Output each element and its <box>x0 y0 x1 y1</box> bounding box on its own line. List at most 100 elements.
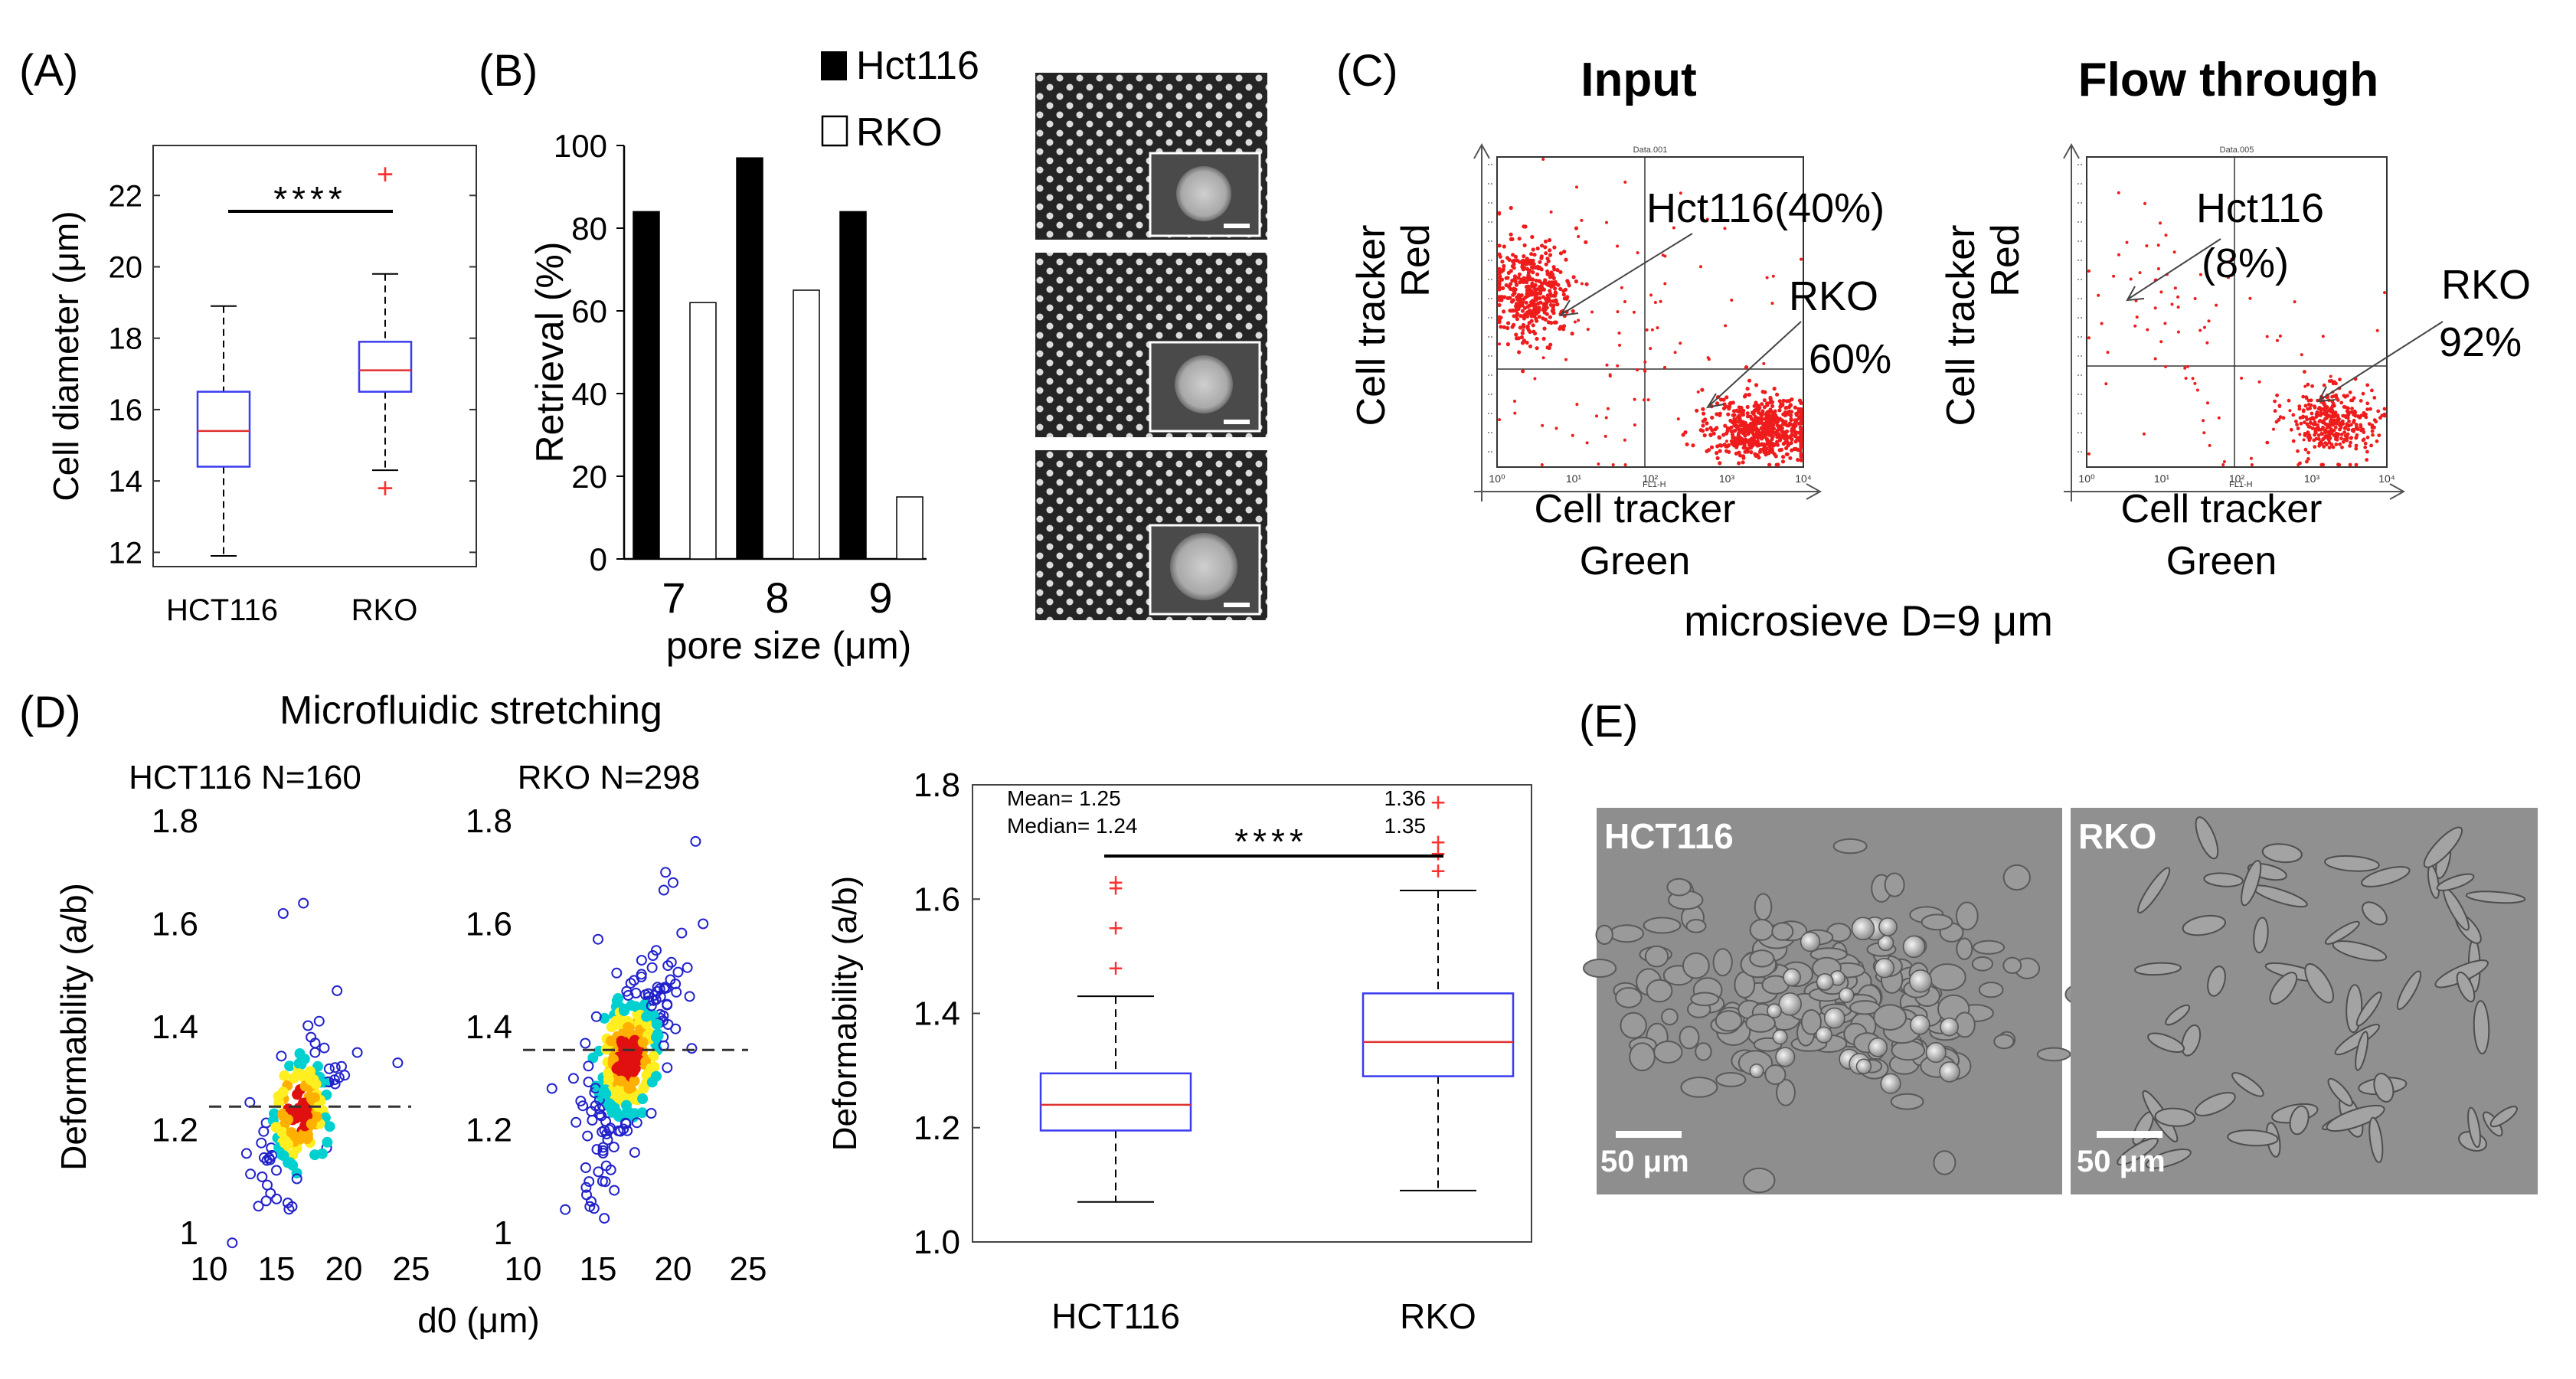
flow-event-dot <box>1529 319 1534 323</box>
flow-plot-flow-through: Flow through Data.005 10⁰ 10¹ 10² 10³ 10⁴ FL1-H… <box>1939 54 2531 583</box>
flow-event-dot <box>2173 286 2177 290</box>
flow-event-dot <box>2325 443 2329 446</box>
scatter-point <box>606 1106 618 1118</box>
flow-event-dot <box>1718 449 1722 453</box>
panel-d-box <box>1039 1072 1192 1132</box>
panel-a-axes <box>152 145 477 567</box>
flow-event-dot <box>1611 463 1615 466</box>
hct116-round-cell <box>1778 992 1802 1016</box>
flow-event-dot <box>1520 341 1525 345</box>
flow-event-dot <box>1510 264 1515 269</box>
hct116-cell <box>1682 952 1710 979</box>
hct116-cell <box>1685 919 1707 933</box>
flow-event-dot <box>1747 443 1752 447</box>
scatter-point <box>584 1176 595 1188</box>
flow-event-dot <box>1799 458 1803 462</box>
scatter-point <box>672 966 684 978</box>
flow-plot-events <box>1497 158 1803 467</box>
flow-event-dot <box>1768 407 1773 413</box>
flow-event-dot <box>2361 438 2365 443</box>
scatter-xtick-label: 15 <box>258 1250 296 1288</box>
flow-event-dot <box>1780 433 1784 438</box>
hct116-round-cell <box>1939 1061 1960 1083</box>
rko-cell <box>2207 966 2226 997</box>
flow-event-dot <box>1755 427 1760 432</box>
flow-annotation: 92% <box>2439 319 2522 365</box>
flow-event-dot <box>1525 288 1529 292</box>
scatter-point <box>603 1098 615 1109</box>
rko-cell <box>2355 992 2382 1027</box>
hct116-cell <box>1690 992 1720 1007</box>
scatter-point <box>291 1173 302 1185</box>
panel-b-plot: 0 20 40 60 80 100 7 8 9 <box>554 128 927 622</box>
scatter-point <box>575 1096 587 1106</box>
flow-event-dot <box>1606 407 1610 410</box>
flow-event-dot <box>1753 408 1757 413</box>
flow-event-dot <box>2176 306 2180 309</box>
flow-event-dot <box>2153 357 2157 361</box>
flow-event-dot <box>1584 240 1588 244</box>
flow-event-dot <box>1618 343 1621 347</box>
flow-event-dot <box>1796 421 1801 426</box>
flow-event-dot <box>2217 416 2221 420</box>
flow-event-dot <box>2313 426 2318 431</box>
flow-event-dot <box>1718 413 1722 417</box>
flow-event-dot <box>1762 361 1766 365</box>
scatter-point <box>587 1115 598 1126</box>
flow-event-dot <box>2306 398 2311 403</box>
scatter-point <box>546 1083 557 1094</box>
panel-a-ytick-label: 22 <box>109 179 143 213</box>
flow-event-dot <box>2306 431 2310 435</box>
flow-event-dot <box>2159 290 2163 294</box>
scatter-point <box>647 950 659 961</box>
flow-event-dot <box>2322 383 2326 387</box>
flow-event-dot <box>2138 271 2142 275</box>
flow-event-dot <box>2378 416 2382 420</box>
flow-plot-xtick: 10¹ <box>2154 472 2170 485</box>
flow-event-dot <box>1763 390 1767 394</box>
flow-event-dot <box>1758 435 1763 440</box>
scatter-point <box>245 1168 257 1180</box>
flow-event-dot <box>1799 445 1803 449</box>
scatter-point <box>296 1059 307 1070</box>
flow-event-dot <box>1773 430 1778 435</box>
flow-event-dot <box>2198 328 2202 332</box>
flow-event-dot <box>1575 403 1579 407</box>
flow-event-dot <box>1751 411 1756 417</box>
flow-event-dot <box>2354 426 2359 431</box>
hct116-scalebar <box>1616 1131 1682 1138</box>
flow-event-dot <box>1773 454 1778 459</box>
flow-event-dot <box>1636 368 1639 372</box>
flow-event-dot <box>2329 379 2334 383</box>
flow-event-dot <box>1636 251 1639 255</box>
flow-event-dot <box>2296 426 2300 430</box>
flow-event-dot <box>1754 383 1759 387</box>
flow-event-dot <box>1796 457 1800 462</box>
scatter-point <box>630 1001 642 1012</box>
flow-event-dot <box>2367 422 2372 426</box>
flow-event-dot <box>1544 262 1548 266</box>
scatter-point <box>662 999 673 1011</box>
flow-event-dot <box>1623 300 1626 303</box>
panel-b-bar-hct116 <box>736 157 763 560</box>
scatter-point <box>690 835 701 847</box>
flow-event-dot <box>2164 234 2168 237</box>
flow-event-dot <box>1799 432 1803 436</box>
flow-event-dot <box>2133 324 2137 328</box>
flow-event-dot <box>1617 332 1621 335</box>
hct116-cell <box>2002 956 2022 975</box>
flow-event-dot <box>2322 402 2326 407</box>
flow-event-dot <box>2382 407 2387 411</box>
flow-event-dot <box>1512 289 1516 293</box>
flow-event-dot <box>1744 440 1750 444</box>
flow-event-dot <box>2362 410 2366 415</box>
scatter-point <box>580 1181 592 1193</box>
flow-event-dot <box>1623 180 1627 184</box>
flow-event-dot <box>2308 417 2313 421</box>
rko-cell <box>2355 1031 2369 1071</box>
flow-event-dot <box>2248 296 2252 300</box>
flow-event-dot <box>1502 325 1506 329</box>
rko-cell <box>2289 1105 2310 1136</box>
flow-event-dot <box>2302 438 2306 442</box>
flow-event-dot <box>1745 387 1750 391</box>
